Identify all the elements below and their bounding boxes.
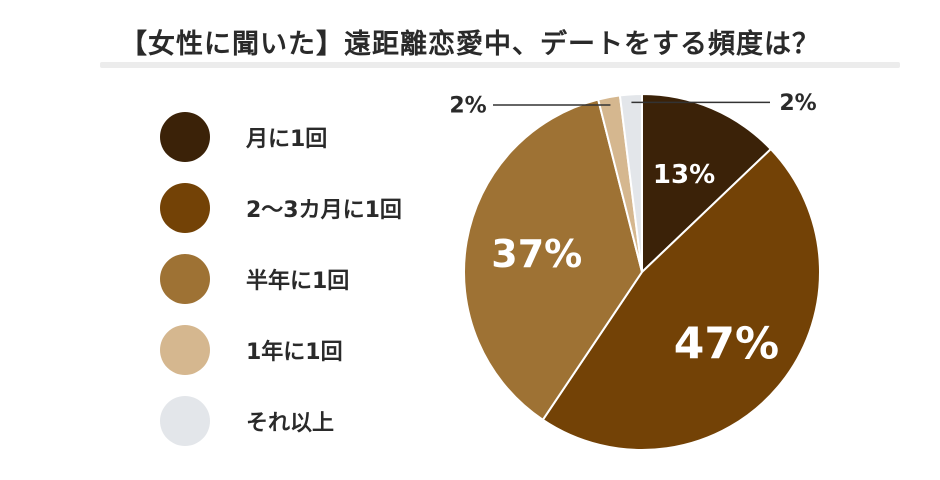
legend-item-2-3-months: 2〜3カ月に1回 (160, 183, 402, 233)
legend-label: 半年に1回 (246, 269, 350, 294)
legend: 月に1回 2〜3カ月に1回 半年に1回 1年に1回 それ以上 (160, 112, 402, 467)
slice-label: 2% (449, 94, 486, 119)
chart-title: 【女性に聞いた】遠距離恋愛中、デートをする頻度は？ (120, 29, 820, 60)
pie-slice (641, 92, 773, 275)
legend-label: 月に1回 (246, 127, 328, 152)
legend-swatch (160, 325, 210, 375)
legend-label: 1年に1回 (246, 340, 343, 365)
title-underline (100, 62, 900, 68)
legend-label: 2〜3カ月に1回 (246, 198, 402, 223)
legend-item-more: それ以上 (160, 396, 402, 446)
legend-item-monthly: 月に1回 (160, 112, 402, 162)
legend-item-yearly: 1年に1回 (160, 325, 402, 375)
legend-item-half-year: 半年に1回 (160, 254, 402, 304)
legend-swatch (160, 112, 210, 162)
slice-label: 37% (491, 232, 582, 276)
pie-slice (541, 147, 821, 451)
pie-slice (618, 92, 643, 273)
legend-swatch (160, 254, 210, 304)
legend-swatch (160, 183, 210, 233)
slice-label: 2% (779, 91, 816, 116)
pie-slice (463, 98, 644, 422)
legend-swatch (160, 396, 210, 446)
slice-label: 13% (653, 160, 715, 190)
slice-label: 47% (674, 318, 779, 369)
legend-label: それ以上 (246, 411, 335, 436)
